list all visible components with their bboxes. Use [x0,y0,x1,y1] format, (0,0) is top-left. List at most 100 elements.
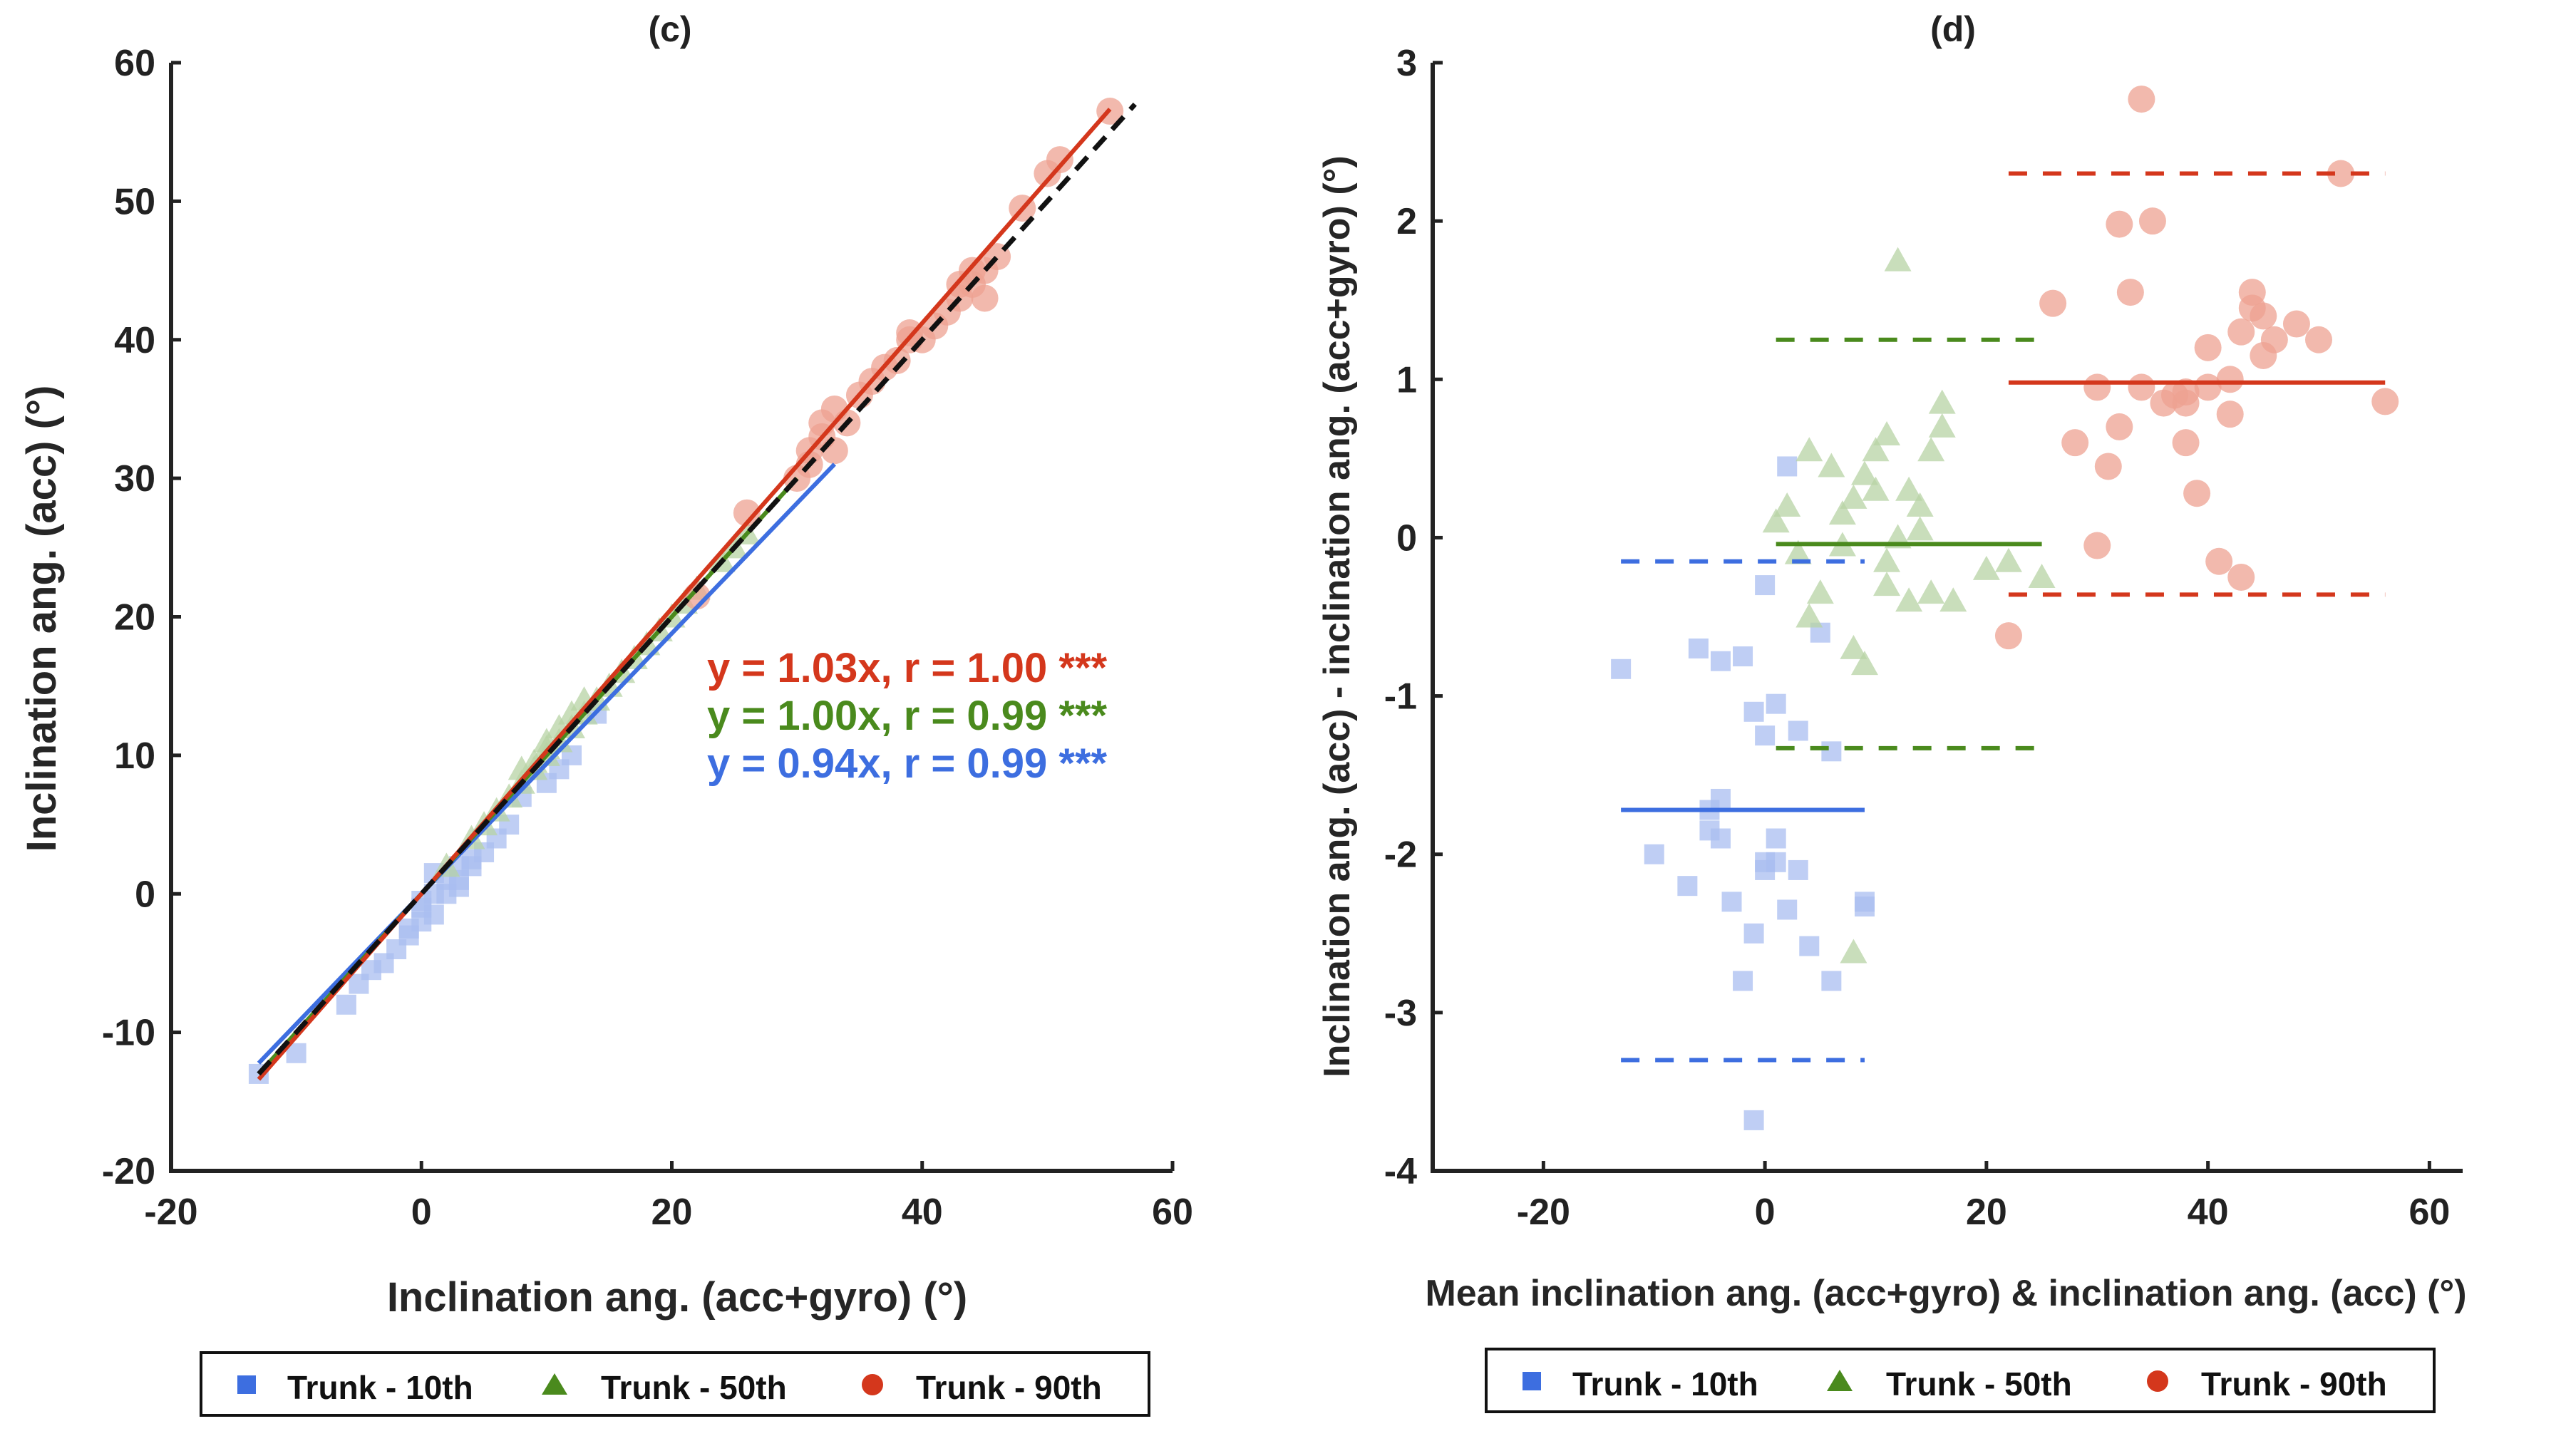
chart-d-point-s2-27 [2260,326,2288,353]
chart-d-point-s1-2 [1784,539,1812,564]
chart-d-point-s1-24 [1939,587,1967,612]
chart-c-point-s0-2 [336,994,356,1015]
chart-c-line-3 [257,102,1137,1076]
chart-c-legend-marker-50th [542,1373,567,1395]
chart-d-point-s2-16 [2194,334,2222,361]
chart-d-point-s2-9 [2128,373,2155,401]
chart-d-point-s0-0 [1611,658,1632,679]
chart-d-point-s1-18 [1895,476,1923,501]
chart-d-legend-label-10th: Trunk - 10th [1572,1365,1758,1403]
chart-d-point-s0-29 [1710,828,1731,849]
chart-d-point-s0-25 [1766,693,1786,714]
chart-d-legend-marker-90th [2147,1370,2168,1392]
chart-d-point-s1-31 [1828,500,1856,525]
chart-d-point-s1-8 [1840,484,1867,509]
chart-d-ytick-label-3: -1 [1384,676,1417,718]
chart-d-point-s0-17 [1799,936,1820,956]
chart-d-point-s0-28 [1788,859,1808,880]
chart-d-point-s2-6 [2106,413,2133,440]
chart-d-point-s0-26 [1755,852,1776,872]
chart-d-point-s1-1 [1773,492,1801,517]
chart-d-point-s0-27 [1821,971,1842,991]
chart-c-point-s2-1 [733,499,761,527]
chart-d-point-s1-15 [1884,247,1912,272]
chart-c-legend: Trunk - 10th Trunk - 50th Trunk - 90th [200,1351,1150,1417]
chart-d-point-s1-10 [1850,460,1878,485]
chart-d-point-s0-30 [1743,1110,1764,1130]
chart-d-point-s0-19 [1821,741,1842,762]
chart-d-point-s2-15 [2183,480,2211,507]
chart-d-point-s1-22 [1928,389,1956,414]
chart-c-ytick-label-2: 0 [135,874,155,915]
chart-d-point-s0-22 [1677,876,1698,897]
chart-d-point-s0-9 [1743,701,1764,722]
chart-c-xtick-label-3: 40 [902,1192,943,1233]
chart-d-point-s1-27 [2028,563,2056,588]
chart-d-legend-label-90th: Trunk - 90th [2201,1365,2387,1403]
chart-d-ytick-label-4: 0 [1396,517,1417,559]
chart-c-point-s2-23 [971,284,999,312]
chart-d-point-s0-31 [1766,828,1786,849]
chart-d-point-s1-19 [1906,516,1934,541]
chart-d-xtick-label-2: 20 [1966,1192,2007,1233]
chart-d-point-s2-21 [2227,318,2255,346]
chart-d-legend-label-50th: Trunk - 50th [1886,1365,2072,1403]
chart-d-ytick-label-5: 1 [1396,359,1417,401]
chart-c-legend-label-10th: Trunk - 10th [287,1369,473,1406]
chart-d-point-s1-30 [1906,492,1934,517]
chart-c-xlabel: Inclination ang. (acc+gyro) (°) [387,1274,967,1321]
chart-d-point-s2-32 [2083,532,2111,559]
chart-d-ytick-label-7: 3 [1396,43,1417,84]
chart-d-point-s2-22 [2227,563,2255,591]
chart-d-point-s2-28 [2282,310,2310,338]
chart-c-ytick-label-7: 50 [114,181,155,222]
chart-c-point-s2-27 [1046,146,1073,174]
chart-c-legend-label-50th: Trunk - 50th [601,1369,787,1406]
chart-d-point-s1-13 [1873,572,1901,596]
chart-d-legend-marker-10th [1523,1372,1541,1390]
chart-d-points [1611,86,2399,1130]
chart-d-point-s2-30 [2327,160,2355,187]
chart-d-point-s0-15 [1777,456,1798,477]
chart-d-point-s1-32 [1796,603,1823,628]
chart-c-point-s0-25 [398,918,419,939]
chart-d-point-s2-31 [2371,388,2399,415]
chart-d-point-s1-21 [1917,579,1945,604]
chart-d-ytick-label-6: 2 [1396,201,1417,242]
chart-d-point-s2-2 [2061,429,2089,457]
chart-d-ytick-label-1: -3 [1384,993,1417,1034]
chart-c-ytick-label-8: 60 [114,43,155,84]
chart-d-reference-lines [1621,171,2386,1063]
chart-c-point-s2-29 [896,319,924,347]
chart-c-fit-lines [257,102,1137,1081]
chart-d-ytick-label-0: -4 [1384,1151,1417,1192]
chart-d-legend-box [1485,1348,2436,1413]
chart-d-point-s2-1 [2039,289,2067,317]
chart-d-point-s1-26 [1994,547,2022,572]
chart-d-point-s1-9 [1850,651,1878,676]
chart-c-legend-box [200,1351,1150,1417]
chart-d-point-s2-3 [2083,373,2111,401]
chart-d-point-s2-19 [2216,366,2244,393]
chart-d-point-s2-5 [2106,210,2133,238]
chart-d-xtick-label-0: -20 [1517,1192,1570,1233]
chart-d-xlabel: Mean inclination ang. (acc+gyro) & incli… [1425,1273,2466,1314]
chart-c-annotation-green: y = 1.00x, r = 0.99 *** [707,693,1108,739]
chart-d-point-s0-7 [1733,646,1753,667]
chart-c-line-2 [257,108,1112,1081]
chart-c-legend-marker-90th [862,1374,883,1395]
chart-c-legend-label-90th: Trunk - 90th [916,1369,1102,1406]
chart-c-xtick-label-0: -20 [144,1192,197,1233]
chart-d-point-s2-20 [2216,401,2244,428]
chart-c-point-s0-29 [461,856,482,877]
chart-c-line-0 [257,463,836,1065]
chart-d-point-s0-24 [1710,788,1731,809]
chart-d-point-s1-25 [1972,555,2000,580]
chart-d-point-s2-13 [2172,429,2200,457]
chart-d-point-s1-28 [1840,939,1867,964]
chart-d-legend-marker-50th [1827,1370,1853,1391]
chart-d-point-s2-10 [2138,207,2166,235]
chart-d-legend: Trunk - 10th Trunk - 50th Trunk - 90th [1485,1348,2436,1413]
chart-d-point-s0-5 [1721,892,1742,912]
chart-d-point-s1-5 [1818,453,1845,477]
